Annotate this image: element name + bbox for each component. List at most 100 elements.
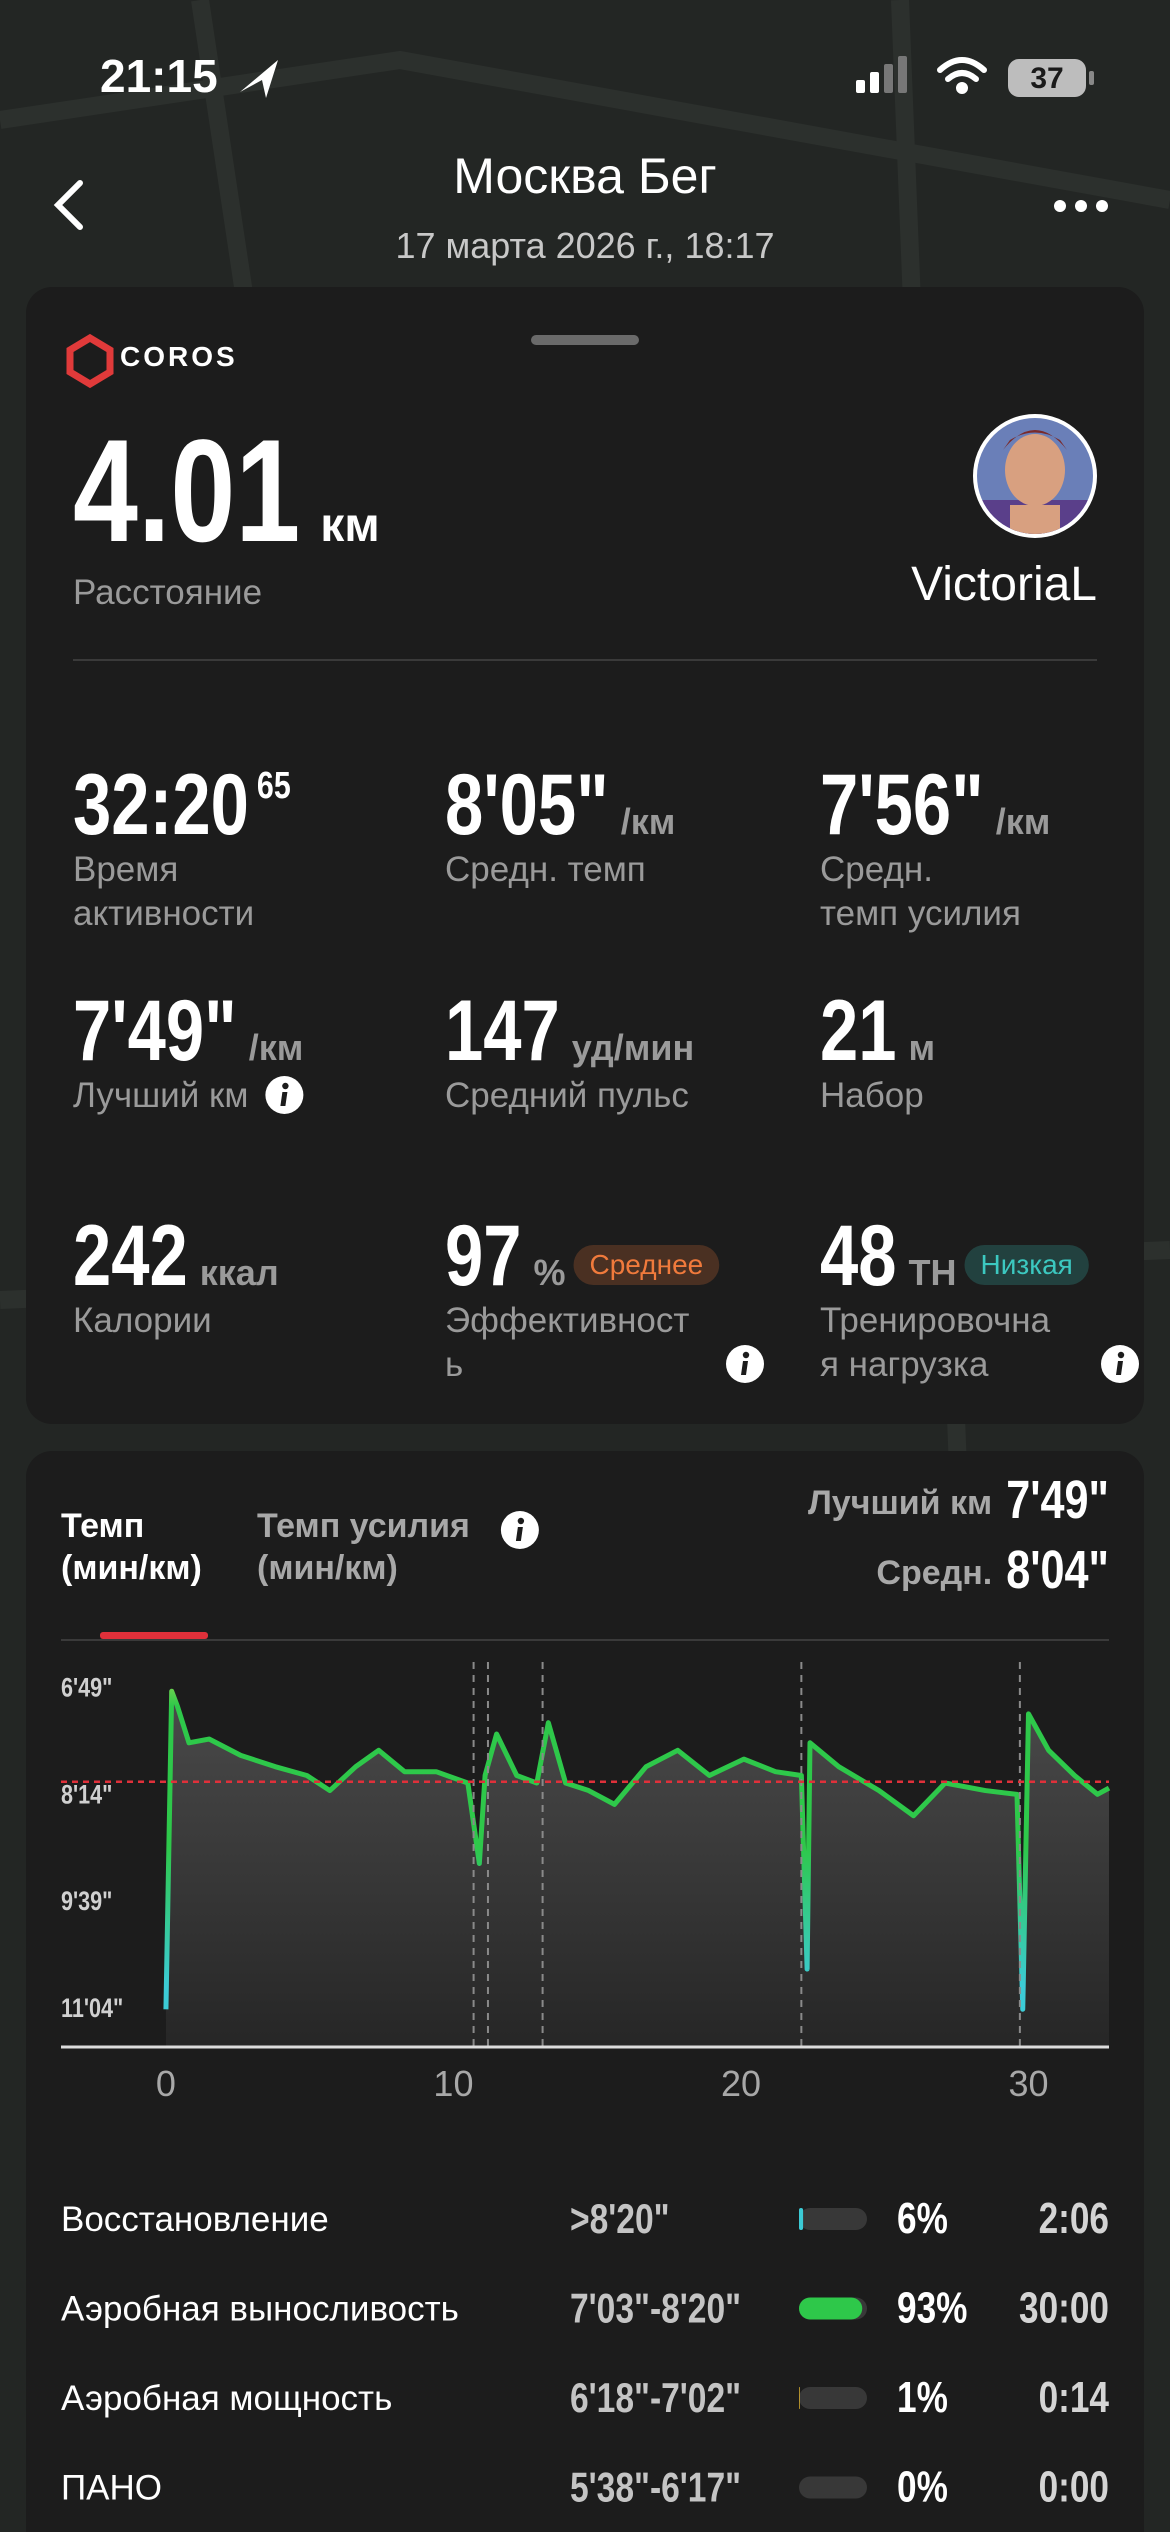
stat-unit: % [534, 1252, 566, 1293]
stat-label: Средний пульс [445, 1076, 689, 1115]
stat-value: 48 [820, 1208, 897, 1304]
zone-range: >8'20" [570, 2197, 670, 2243]
stat-value: 7'49" [73, 983, 237, 1079]
stat-unit: уд/мин [572, 1027, 694, 1068]
zone-percent: 6% [897, 2194, 948, 2243]
stat-badge-text: Среднее [590, 1249, 704, 1280]
best-label: Лучший км [808, 1484, 992, 1522]
sheet-handle[interactable] [531, 335, 639, 345]
stat-label: Средн. темп [445, 850, 646, 889]
stat-label: Набор [820, 1076, 924, 1115]
pace-chart: 7'49" Лучший км 8'04" Средн. 6'49" 8'14" 9'39"… [61, 1471, 1111, 2104]
stat-label: темп усилия [820, 894, 1021, 933]
zone-name: Аэробная выносливость [61, 2290, 459, 2329]
y-tick-label: 6'49" [61, 1673, 112, 1703]
tabs: Темп (мин/км) Темп усилия (мин/км) [61, 1507, 539, 1587]
zone-name: Аэробная мощность [61, 2379, 392, 2418]
average-value: 8'04" [1006, 1541, 1109, 1601]
more-button[interactable] [1054, 200, 1108, 212]
zone-time: 30:00 [1019, 2284, 1109, 2333]
stat-badge-text: Низкая [981, 1249, 1073, 1280]
stat-label: Время [73, 850, 178, 889]
stat-label: Калории [73, 1301, 212, 1340]
zone-name: ПАНО [61, 2469, 162, 2508]
stat-sup: 65 [257, 765, 291, 807]
battery-level: 37 [1030, 62, 1063, 95]
stat-unit: ТН [909, 1252, 957, 1293]
wifi-icon [937, 57, 987, 94]
pace-area [165, 1691, 1110, 2047]
info-stem [280, 1092, 288, 1106]
info-icon[interactable] [1101, 1345, 1139, 1383]
stat-unit: /км [996, 801, 1051, 842]
stat-badge [573, 1245, 720, 1285]
stat-value: 147 [445, 983, 560, 1079]
status-time: 21:15 [100, 50, 218, 102]
activity-date: 17 марта 2026 г., 18:17 [395, 225, 774, 266]
stat-label: ь [445, 1345, 463, 1384]
zone-percent: 1% [897, 2373, 948, 2422]
stat-unit: ккал [200, 1252, 279, 1293]
stat-label: Средн. [820, 850, 933, 889]
zone-name: Восстановление [61, 2200, 329, 2239]
stat-value: 8'05" [445, 757, 609, 853]
zone-time: 0:00 [1039, 2463, 1109, 2512]
zone-percent: 0% [897, 2463, 948, 2512]
x-tick-label: 0 [156, 2063, 176, 2104]
zone-time: 2:06 [1039, 2194, 1109, 2243]
tab-label[interactable]: Темп [61, 1507, 144, 1545]
info-stem [741, 1361, 748, 1375]
battery-icon [1008, 59, 1086, 97]
tab-label[interactable]: (мин/км) [61, 1549, 202, 1587]
zone-bar [799, 2387, 800, 2409]
user-name: VictoriaL [911, 558, 1097, 611]
signal-icon [856, 56, 907, 93]
info-icon[interactable] [265, 1076, 304, 1114]
zone-range: 5'38"-6'17" [570, 2465, 741, 2511]
info-dot [282, 1082, 289, 1090]
tab-label[interactable]: (мин/км) [257, 1549, 398, 1587]
back-button[interactable] [53, 180, 83, 230]
zone-range: 7'03"-8'20" [570, 2286, 741, 2332]
info-stem [515, 1527, 523, 1541]
tab-label[interactable]: Темп усилия [257, 1507, 470, 1545]
y-tick-label: 11'04" [61, 1994, 123, 2024]
brand-logo [66, 333, 114, 389]
average-label: Средн. [876, 1554, 992, 1592]
brand-name: COROS [120, 341, 238, 372]
stat-label: я нагрузка [820, 1345, 989, 1384]
info-dot [1117, 1351, 1125, 1359]
battery-tip [1089, 71, 1094, 85]
stat-label: Эффективност [445, 1301, 689, 1340]
stat-badge [964, 1245, 1089, 1285]
distance-label: Расстояние [73, 573, 262, 612]
y-tick-label: 9'39" [61, 1887, 112, 1917]
zone-range: 6'18"-7'02" [570, 2376, 741, 2422]
pace-line [163, 1688, 1111, 2012]
distance-unit: км [320, 499, 380, 552]
x-tick-label: 30 [1008, 2063, 1048, 2104]
stat-label: Тренировочна [820, 1301, 1051, 1340]
best-value: 7'49" [1006, 1471, 1109, 1531]
stat-value: 7'56" [820, 757, 984, 853]
stat-value: 97 [445, 1208, 522, 1304]
stat-label: Лучший км [73, 1076, 248, 1115]
info-icon[interactable] [500, 1511, 539, 1549]
x-tick-label: 20 [721, 2063, 761, 2104]
stat-unit: /км [249, 1027, 304, 1068]
stat-unit: /км [621, 801, 676, 842]
summary-card [26, 287, 1144, 1424]
stat-value: 21 [820, 983, 897, 1079]
zone-percent: 93% [897, 2284, 967, 2333]
zone-bar [799, 2208, 804, 2230]
zone-track [799, 2208, 867, 2230]
zones-table: Восстановление >8'20" 6% 2:06 Аэробная вынос… [61, 2194, 1109, 2511]
stats-grid: 32:20 65 Время активности 8'05" /км Средн. тем… [73, 757, 1139, 1384]
stat-label: активности [73, 894, 254, 933]
zone-track [799, 2387, 867, 2409]
activity-title: Москва Бег [453, 148, 716, 204]
info-icon[interactable] [726, 1345, 764, 1383]
zone-bar [799, 2297, 863, 2320]
